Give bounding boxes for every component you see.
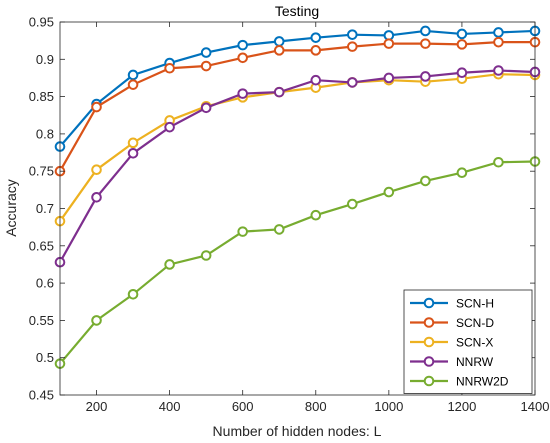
- series-line-scn-h: [59, 29, 536, 148]
- x-tick-label: 800: [305, 399, 327, 414]
- data-point-nnrw2d: [91, 315, 102, 326]
- data-point-scn-h: [347, 29, 358, 40]
- series-scn-d: [54, 36, 541, 177]
- data-point-nnrw: [127, 147, 139, 159]
- series-line-scn-x: [59, 73, 536, 222]
- legend-swatch-marker: [423, 317, 435, 328]
- data-point-scn-d: [456, 39, 468, 50]
- data-point-nnrw2d: [456, 167, 468, 178]
- y-tick-label: 0.6: [36, 276, 54, 291]
- y-tick-label: 0.75: [29, 164, 54, 179]
- legend-swatch-marker: [423, 336, 435, 348]
- series-line-scn-d: [59, 41, 535, 172]
- x-tick-label: 400: [159, 399, 181, 414]
- series-line-nnrw2d: [59, 160, 536, 365]
- data-point-scn-d: [200, 60, 212, 72]
- y-tick-label: 0.85: [29, 89, 54, 104]
- y-tick-label: 0.65: [29, 238, 54, 253]
- data-point-scn-h: [200, 47, 212, 58]
- data-point-scn-h: [310, 32, 322, 43]
- data-point-scn-h: [127, 69, 139, 81]
- data-point-nnrw: [383, 72, 395, 84]
- data-point-scn-d: [91, 101, 102, 113]
- x-tick-label: 1400: [521, 399, 550, 414]
- data-point-scn-d: [347, 41, 358, 52]
- legend-label: NNRW2D: [456, 375, 509, 389]
- chart-title: Testing: [275, 3, 319, 19]
- x-axis-title: Number of hidden nodes: L: [213, 423, 382, 439]
- legend-entry-scn-d: SCN-D: [410, 316, 494, 330]
- data-point-nnrw2d: [164, 259, 175, 270]
- legend-label: SCN-H: [456, 297, 494, 311]
- data-point-nnrw2d: [310, 209, 322, 221]
- y-tick-label: 0.5: [36, 350, 54, 365]
- data-point-nnrw: [456, 67, 468, 79]
- axes-layer: 200 400 600 800 1000 1200 1400 0.45 0.5 0.55 0.6 0.…: [29, 15, 550, 415]
- legend-entry-nnrw2d: NNRW2D: [410, 375, 509, 389]
- data-point-scn-d: [383, 38, 395, 49]
- data-point-nnrw2d: [127, 288, 139, 300]
- legend-label: SCN-D: [456, 316, 494, 330]
- y-tick-label: 0.8: [36, 126, 54, 141]
- x-tick-label: 1000: [374, 399, 403, 414]
- data-point-nnrw2d: [347, 198, 358, 210]
- data-point-nnrw2d: [273, 224, 285, 235]
- data-point-scn-d: [127, 79, 139, 90]
- data-point-scn-d: [273, 45, 285, 56]
- legend-label: SCN-X: [456, 336, 493, 350]
- data-point-scn-d: [493, 36, 504, 48]
- data-point-scn-d: [420, 38, 431, 49]
- x-tick-label: 200: [86, 399, 108, 414]
- data-point-scn-h: [273, 36, 285, 47]
- legend-swatch-marker: [423, 375, 435, 387]
- legend-swatch-marker: [423, 297, 435, 309]
- data-point-nnrw2d: [383, 186, 395, 198]
- data-point-scn-d: [237, 52, 248, 64]
- data-point-scn-x: [91, 164, 102, 176]
- data-point-nnrw: [420, 71, 431, 82]
- data-point-scn-h: [493, 27, 504, 38]
- data-point-nnrw: [164, 121, 175, 133]
- legend-swatch-marker: [423, 356, 435, 367]
- legend-entry-nnrw: NNRW: [410, 355, 494, 369]
- data-point-scn-h: [420, 25, 431, 37]
- data-point-scn-x: [127, 137, 139, 149]
- data-point-nnrw2d: [420, 175, 431, 187]
- data-point-scn-h: [456, 28, 468, 40]
- y-axis-title: Accuracy: [3, 179, 19, 237]
- y-tick-label: 0.45: [29, 388, 54, 403]
- data-point-nnrw: [347, 77, 358, 88]
- data-point-nnrw: [91, 192, 102, 203]
- legend-label: NNRW: [456, 355, 494, 369]
- series-line-nnrw: [59, 69, 536, 263]
- legend: SCN-H SCN-D SCN-X NNRW NNRW2D: [403, 289, 533, 394]
- legend-entry-scn-h: SCN-H: [410, 297, 494, 311]
- data-point-scn-h: [237, 39, 248, 51]
- y-tick-label: 0.9: [36, 52, 54, 67]
- data-point-nnrw: [200, 102, 212, 114]
- data-point-nnrw2d: [200, 250, 212, 261]
- x-tick-label: 600: [232, 399, 254, 414]
- y-tick-label: 0.95: [29, 15, 54, 30]
- data-point-nnrw2d: [237, 226, 248, 237]
- data-point-nnrw: [273, 86, 285, 98]
- data-point-scn-d: [164, 62, 175, 74]
- data-point-nnrw2d: [493, 156, 504, 168]
- data-point-nnrw: [237, 88, 248, 99]
- y-tick-label: 0.7: [36, 201, 54, 216]
- data-point-nnrw: [493, 65, 504, 76]
- data-point-nnrw: [310, 74, 322, 86]
- y-tick-label: 0.55: [29, 313, 54, 328]
- x-tick-label: 1200: [447, 399, 476, 414]
- data-point-scn-d: [310, 45, 322, 56]
- legend-entry-scn-x: SCN-X: [410, 336, 493, 350]
